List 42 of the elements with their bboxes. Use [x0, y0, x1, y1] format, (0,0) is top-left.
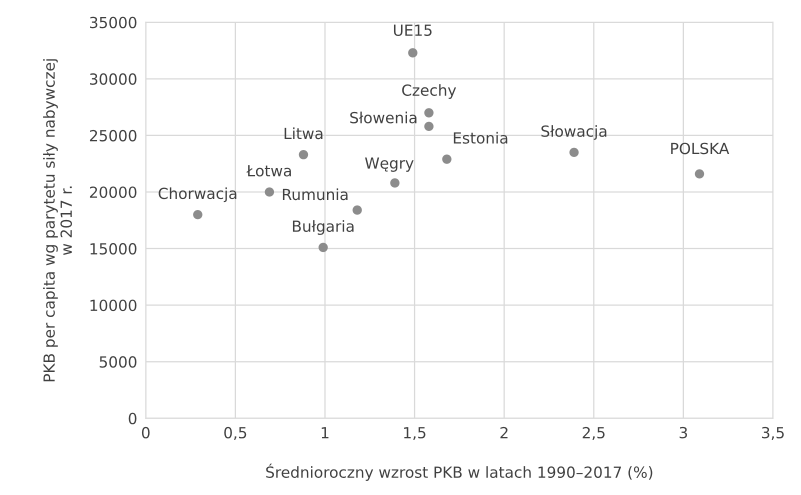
point [408, 48, 418, 58]
x-tick-label: 2 [500, 426, 508, 438]
x-tick-label: 2,5 [582, 426, 605, 440]
y-tick-label: 15000 [90, 243, 136, 255]
point [390, 178, 400, 188]
annotation: Rumunia [282, 188, 348, 200]
annotation: Łotwa [246, 165, 291, 177]
x-axis-title: Średnioroczny wzrost PKB w latach 1990–2017 (%) [266, 464, 652, 481]
y-tick-label: 30000 [90, 73, 136, 85]
annotation: Chorwacja [158, 187, 236, 202]
annotation: Bułgaria [292, 220, 354, 235]
annotation: POLSKA [671, 142, 730, 154]
point [318, 242, 328, 252]
y-tick-label: 10000 [90, 300, 136, 312]
annotation: Czechy [402, 84, 456, 99]
x-tick-label: 3,5 [762, 426, 784, 440]
y-tick-label: 35000 [90, 16, 136, 28]
point [298, 150, 308, 160]
annotation: Estonia [454, 132, 508, 144]
point [442, 154, 452, 164]
y-tick-label: 5000 [100, 356, 136, 368]
y-tick-label: 20000 [90, 186, 136, 198]
point [264, 187, 274, 197]
point [193, 210, 202, 220]
point [352, 205, 362, 215]
point [694, 169, 704, 179]
y-tick-label: 0 [128, 412, 136, 424]
annotation: UE15 [394, 24, 432, 36]
point [424, 122, 434, 132]
annotation: Litwa [284, 127, 322, 140]
point [424, 108, 434, 118]
annotation: Słowacja [541, 125, 606, 140]
point [569, 148, 579, 158]
x-tick-label: 0,5 [224, 426, 246, 440]
y-axis-title: PKB per capita wg parytetu siły nabywczej w 2017 r. [43, 59, 72, 382]
y-tick-label: 25000 [90, 130, 136, 142]
annotation: Węgry [365, 158, 414, 172]
x-tick-label: 1,5 [404, 427, 426, 440]
annotation: Słowenia [350, 112, 416, 124]
x-tick-label: 0 [142, 426, 150, 438]
x-tick-label: 3 [680, 426, 688, 438]
x-tick-label: 1 [322, 427, 328, 438]
